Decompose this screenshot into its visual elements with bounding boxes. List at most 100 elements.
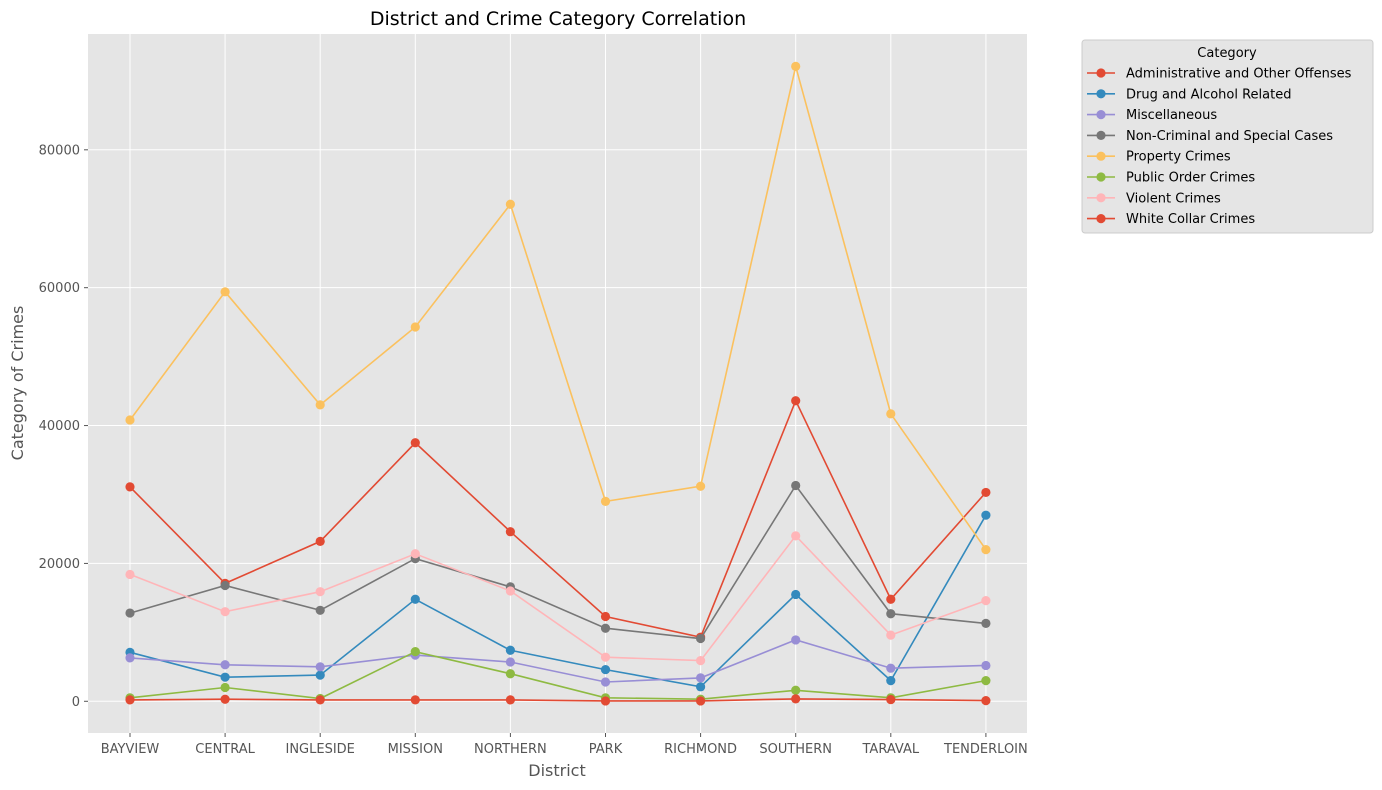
x-axis-ticks: BAYVIEW CENTRAL INGLESIDE MISSION NORTHERN PA… <box>101 733 1028 757</box>
data-point <box>410 695 420 705</box>
y-tick-label: 80000 <box>39 143 80 158</box>
data-point <box>886 409 896 419</box>
legend-label: Miscellaneous <box>1126 108 1217 123</box>
data-point <box>410 594 420 604</box>
series-white-collar-crimes <box>125 694 991 706</box>
data-point <box>791 685 801 695</box>
plot-area <box>88 34 1027 733</box>
series-miscellaneous <box>125 635 991 687</box>
data-point <box>220 287 230 297</box>
legend-label: Public Order Crimes <box>1126 171 1255 186</box>
data-point <box>315 695 325 705</box>
series-line <box>129 66 987 551</box>
x-tick-label: TARAVAL <box>862 742 920 757</box>
legend-entry: Drug and Alcohol Related <box>1087 87 1291 102</box>
data-point <box>791 480 801 491</box>
legend-entry: Public Order Crimes <box>1087 171 1255 186</box>
legend-swatch-marker <box>1096 172 1106 182</box>
data-point <box>125 482 135 492</box>
data-point <box>600 664 611 675</box>
legend-title: Category <box>1197 46 1257 61</box>
legend-label: White Collar Crimes <box>1126 212 1255 227</box>
x-tick-label: INGLESIDE <box>285 742 354 757</box>
x-tick-label: PARK <box>589 742 623 757</box>
data-point <box>696 696 706 706</box>
data-point <box>600 652 611 662</box>
data-point <box>315 587 325 597</box>
data-point <box>125 608 135 618</box>
legend-label: Violent Crimes <box>1126 191 1221 206</box>
series-drug-and-alcohol-related <box>125 510 991 692</box>
data-point <box>315 605 325 615</box>
data-point <box>696 673 706 683</box>
legend-box <box>1081 39 1374 234</box>
legend-swatch-marker <box>1096 89 1106 99</box>
data-point <box>125 653 135 663</box>
data-point <box>886 630 896 640</box>
data-point <box>886 663 896 673</box>
legend-swatch-marker <box>1096 130 1106 140</box>
data-point <box>220 607 230 617</box>
data-point <box>315 400 325 410</box>
data-point <box>505 199 515 209</box>
data-point <box>696 481 706 491</box>
data-point <box>220 580 230 591</box>
legend-entry: Non-Criminal and Special Cases <box>1087 129 1333 144</box>
data-point <box>886 676 896 686</box>
data-point <box>791 396 801 406</box>
legend-swatch-marker <box>1096 110 1106 120</box>
data-point <box>791 694 801 704</box>
x-tick-label: TENDERLOIN <box>943 742 1028 757</box>
data-point <box>886 694 896 705</box>
data-point <box>600 611 611 622</box>
legend-swatch-marker <box>1096 193 1106 203</box>
data-point <box>220 672 230 682</box>
series-line <box>129 650 987 701</box>
series-line <box>129 514 987 688</box>
data-point <box>125 415 135 425</box>
data-point <box>791 589 801 600</box>
x-tick-label: MISSION <box>388 742 443 757</box>
data-point <box>125 569 135 580</box>
legend-label: Non-Criminal and Special Cases <box>1126 129 1333 144</box>
legend: Category Administrative and Other Offens… <box>1081 39 1374 234</box>
legend-entry: Miscellaneous <box>1087 108 1217 123</box>
data-point <box>505 527 515 537</box>
data-point <box>505 657 515 667</box>
series-violent-crimes <box>125 531 991 666</box>
x-tick-label: RICHMOND <box>664 742 737 757</box>
y-tick-label: 20000 <box>39 557 80 572</box>
data-point <box>886 609 896 619</box>
data-point <box>220 682 230 693</box>
data-point <box>125 695 135 705</box>
data-point <box>600 496 611 506</box>
data-point <box>220 694 230 704</box>
x-tick-label: SOUTHERN <box>759 742 832 757</box>
legend-label: Drug and Alcohol Related <box>1126 87 1291 102</box>
y-tick-label: 60000 <box>39 281 80 296</box>
legend-swatch-marker <box>1096 151 1106 161</box>
data-point <box>600 623 611 633</box>
data-point <box>505 669 515 679</box>
data-point <box>981 487 991 498</box>
series-property-crimes <box>125 61 991 555</box>
legend-entry: Property Crimes <box>1087 150 1231 165</box>
data-point <box>410 549 420 559</box>
data-point <box>505 695 515 705</box>
data-point <box>410 647 420 657</box>
series-line <box>129 398 987 639</box>
data-point <box>791 635 801 645</box>
data-point <box>505 645 515 655</box>
data-point <box>315 536 325 546</box>
data-point <box>981 545 991 555</box>
series-administrative-and-other-offenses <box>125 396 991 642</box>
chart-title: District and Crime Category Correlation <box>370 8 746 30</box>
series-line <box>129 534 987 662</box>
data-point <box>600 696 611 706</box>
data-point <box>505 586 515 596</box>
legend-label: Administrative and Other Offenses <box>1126 67 1352 82</box>
series-line <box>129 639 986 683</box>
data-point <box>696 633 706 644</box>
data-point <box>981 696 991 706</box>
